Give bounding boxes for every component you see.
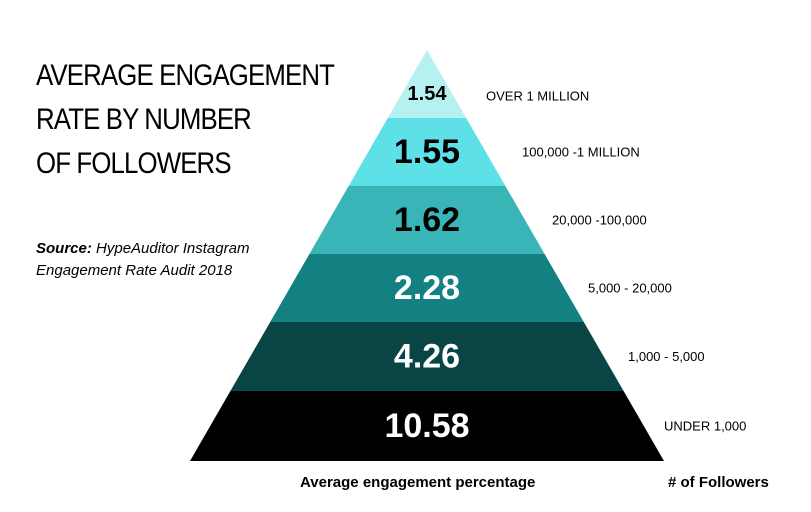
tier-axis-label: # of Followers — [668, 474, 769, 491]
tier-category-label-2: 100,000 -1 MILLION — [522, 145, 640, 160]
tier-value-label-3: 1.62 — [394, 201, 460, 239]
source-note: Source: HypeAuditor Instagram Engagement… — [36, 238, 266, 282]
tier-value-label-6: 10.58 — [384, 407, 469, 445]
pyramid-tier-6 — [190, 391, 664, 461]
pyramid-tier-4 — [270, 254, 584, 322]
chart-title: AVERAGE ENGAGEMENT RATE BY NUMBER OF FOL… — [36, 54, 335, 186]
source-label: Source: — [36, 240, 92, 257]
chart-title-line-2: RATE BY NUMBER — [36, 103, 252, 136]
tier-category-label-4: 5,000 - 20,000 — [588, 281, 672, 296]
pyramid-tier-2 — [348, 118, 506, 186]
tier-value-label-2: 1.55 — [394, 133, 460, 171]
tier-value-label-5: 4.26 — [394, 338, 460, 376]
tier-value-label-1: 1.54 — [408, 83, 448, 105]
chart-title-line-3: OF FOLLOWERS — [36, 147, 232, 180]
tier-category-label-5: 1,000 - 5,000 — [628, 349, 705, 364]
chart-title-line-1: AVERAGE ENGAGEMENT — [36, 59, 335, 92]
tier-category-label-3: 20,000 -100,000 — [552, 213, 647, 228]
tier-category-label-1: OVER 1 MILLION — [486, 89, 589, 104]
pyramid-tier-1 — [387, 50, 467, 118]
tier-value-label-4: 2.28 — [394, 269, 460, 307]
value-axis-label: Average engagement percentage — [300, 474, 536, 491]
source-text: HypeAuditor Instagram Engagement Rate Au… — [36, 240, 250, 279]
tier-category-label-6: UNDER 1,000 — [664, 419, 746, 434]
pyramid-tier-5 — [230, 322, 624, 391]
pyramid-tier-3 — [309, 186, 545, 254]
